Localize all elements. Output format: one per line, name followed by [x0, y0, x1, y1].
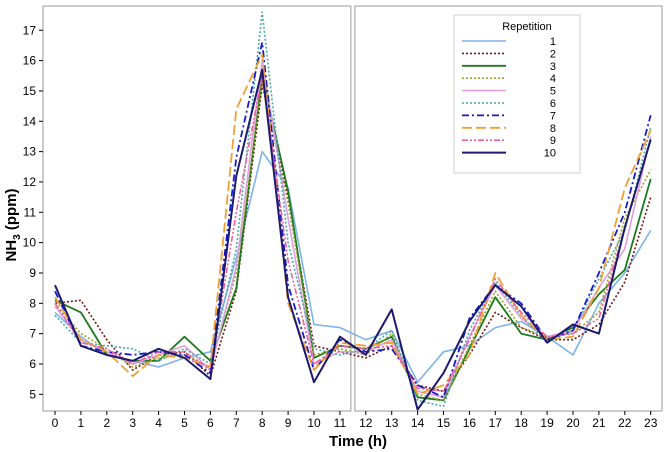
legend-label-6: 6 [550, 98, 556, 110]
x-tick-label: 9 [285, 416, 292, 430]
y-tick-label: 13 [23, 145, 37, 159]
legend-label-8: 8 [550, 123, 556, 135]
y-tick-label: 15 [23, 84, 37, 98]
legend-label-2: 2 [550, 48, 556, 60]
x-tick-label: 17 [489, 416, 503, 430]
y-axis-label-main: NH [3, 240, 20, 262]
legend-label-1: 1 [550, 36, 556, 48]
x-tick-label: 19 [540, 416, 554, 430]
y-axis-label-subscript: 3 [12, 234, 23, 240]
y-tick-label: 5 [29, 387, 36, 401]
plot-panel-left [42, 5, 352, 412]
y-tick-label: 6 [29, 357, 36, 371]
series-layer [54, 11, 652, 411]
legend-box [453, 14, 581, 174]
legend-label-5: 5 [550, 86, 556, 98]
series-line-5 [54, 59, 652, 399]
series-line-3 [54, 74, 652, 402]
axis-ticks: 0 1 2 3 4 5 6 7 8 9 10 11 12 13 14 15 16 17 18 19 20 21 22 2356… [23, 23, 658, 430]
x-tick-label: 13 [385, 416, 399, 430]
y-tick-label: 8 [29, 296, 36, 310]
series-line-10 [54, 68, 652, 411]
x-axis-label: Time (h) [329, 433, 387, 450]
x-tick-label: 18 [515, 416, 529, 430]
legend-label-10: 10 [544, 148, 556, 160]
y-tick-label: 10 [23, 236, 37, 250]
x-tick-label: 2 [103, 416, 110, 430]
y-tick-label: 9 [29, 266, 36, 280]
legend-label-3: 3 [550, 61, 556, 73]
x-tick-label: 8 [259, 416, 266, 430]
x-tick-label: 1 [78, 416, 85, 430]
x-tick-label: 22 [618, 416, 632, 430]
x-tick-label: 21 [592, 416, 606, 430]
y-axis-label: NH3 (ppm) [3, 188, 23, 261]
x-tick-label: 3 [129, 416, 136, 430]
y-tick-label: 7 [29, 327, 36, 341]
x-tick-label: 14 [411, 416, 425, 430]
legend-label-4: 4 [550, 73, 556, 85]
x-tick-label: 15 [437, 416, 451, 430]
x-tick-label: 12 [359, 416, 373, 430]
y-tick-label: 17 [23, 23, 37, 37]
x-tick-label: 11 [334, 416, 347, 430]
x-tick-label: 23 [644, 416, 658, 430]
y-tick-label: 16 [23, 54, 37, 68]
plot-panel-right [354, 5, 663, 412]
legend-title: Repetition [502, 21, 552, 33]
x-tick-label: 0 [52, 416, 59, 430]
x-tick-label: 7 [233, 416, 240, 430]
legend-label-7: 7 [550, 110, 556, 122]
y-tick-label: 12 [23, 175, 37, 189]
x-tick-label: 20 [566, 416, 580, 430]
x-tick-label: 16 [463, 416, 477, 430]
x-tick-label: 10 [307, 416, 321, 430]
y-tick-label: 14 [23, 114, 37, 128]
x-tick-label: 5 [181, 416, 188, 430]
x-tick-label: 4 [155, 416, 162, 430]
legend-label-9: 9 [550, 135, 556, 147]
x-tick-label: 6 [207, 416, 214, 430]
y-tick-label: 11 [24, 205, 37, 219]
plot-panels [42, 5, 663, 412]
y-axis-label-suffix: (ppm) [3, 188, 20, 234]
